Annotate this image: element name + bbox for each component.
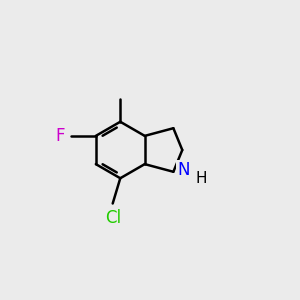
- Text: N: N: [178, 161, 190, 179]
- Text: H: H: [195, 171, 207, 186]
- Text: F: F: [56, 127, 65, 145]
- Text: Cl: Cl: [105, 209, 121, 227]
